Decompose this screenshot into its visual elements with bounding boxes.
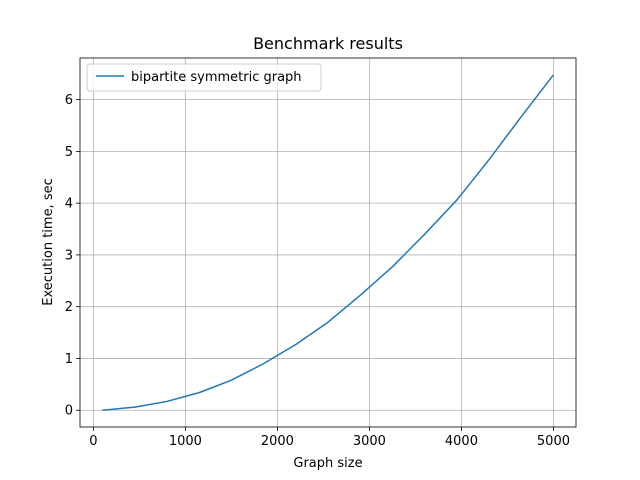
y-axis-label: Execution time, sec [41, 178, 56, 305]
plot-area-border [79, 57, 577, 428]
x-tick-label: 4000 [445, 434, 478, 449]
y-tick-label: 6 [65, 93, 73, 108]
x-axis-label: Graph size [293, 456, 362, 471]
legend: bipartite symmetric graph [86, 63, 322, 92]
y-tick-label: 4 [65, 197, 73, 212]
grid-lines [80, 58, 576, 427]
y-tick-label: 2 [65, 300, 73, 315]
y-tick-label: 5 [65, 145, 73, 160]
series-layer [102, 74, 555, 411]
x-tick-label: 1000 [169, 434, 202, 449]
plot-frame [79, 57, 577, 428]
x-tick-label: 5000 [537, 434, 570, 449]
y-tick-label: 1 [65, 352, 73, 367]
x-tick-label: 3000 [353, 434, 386, 449]
y-tick-label: 3 [65, 248, 73, 263]
series-line-bipartite-symmetric-graph [102, 74, 555, 411]
x-axis: 0 1000 2000 3000 4000 5000 [89, 427, 570, 449]
x-tick-label: 2000 [261, 434, 294, 449]
chart-title: Benchmark results [253, 34, 403, 53]
x-tick-label: 0 [89, 434, 97, 449]
y-axis: 0 1 2 3 4 5 6 [65, 93, 80, 419]
legend-box [86, 63, 322, 92]
y-tick-label: 0 [65, 404, 73, 419]
legend-entry: bipartite symmetric graph [131, 70, 302, 85]
